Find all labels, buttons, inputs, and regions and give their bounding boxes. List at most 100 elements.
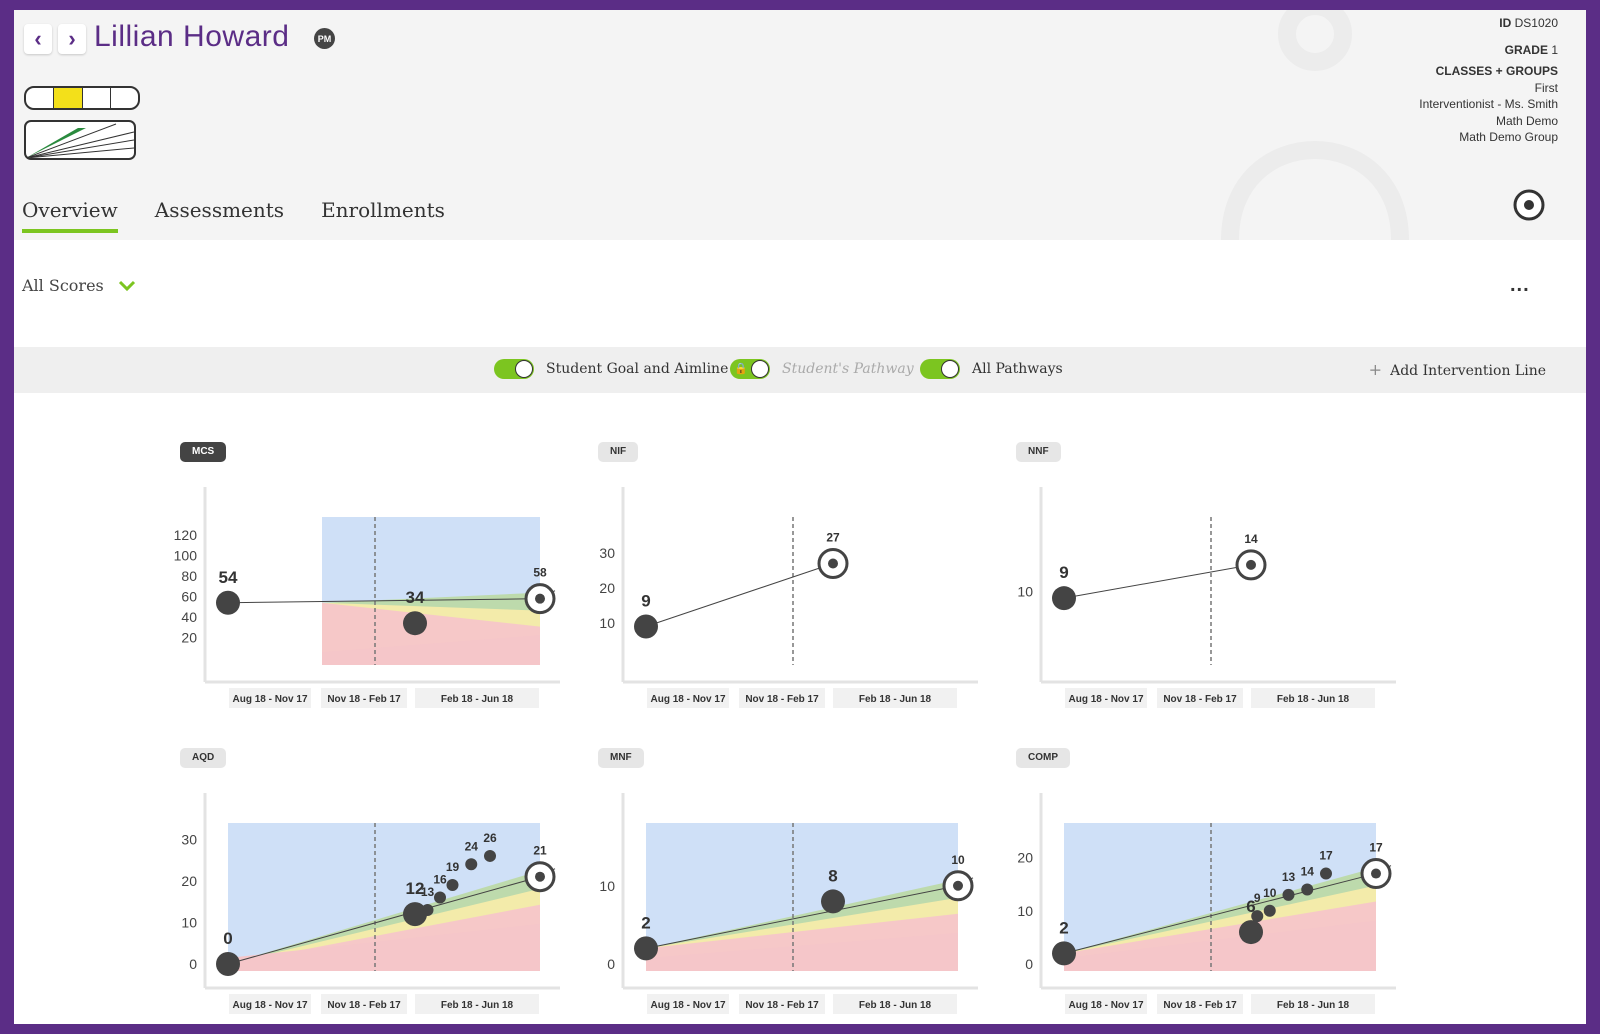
- tier-segment: [111, 88, 138, 108]
- y-tick-label: 20: [1017, 850, 1033, 866]
- tab-assessments[interactable]: Assessments: [154, 198, 285, 222]
- score-label: 14: [1301, 865, 1315, 879]
- score-label: 2: [641, 913, 650, 932]
- score-point: [1239, 920, 1263, 945]
- student-info: ID DS1020 GRADE 1 CLASSES + GROUPS First…: [1419, 15, 1558, 146]
- period-label-bg: [833, 688, 957, 708]
- score-label: 6: [1246, 897, 1255, 916]
- aimline: [645, 563, 834, 627]
- score-point: [1301, 883, 1314, 896]
- add-intervention-line-button[interactable]: + Add Intervention Line: [1369, 360, 1546, 379]
- y-tick-label: 10: [599, 615, 615, 631]
- chart-title-badge: NNF: [1016, 442, 1061, 462]
- add-intervention-label: Add Intervention Line: [1390, 363, 1546, 379]
- period-label-bg: [321, 688, 407, 708]
- y-tick-label: 0: [189, 956, 197, 972]
- y-tick-label: 20: [181, 630, 197, 646]
- pathway-band-red: [322, 635, 540, 665]
- score-label: 26: [483, 831, 497, 845]
- previous-student-button[interactable]: ‹: [24, 24, 52, 54]
- score-label: 34: [406, 588, 425, 607]
- period-label: Nov 18 - Feb 17: [327, 1000, 401, 1011]
- chart-title-badge: NIF: [598, 442, 639, 462]
- score-filter-label: All Scores: [22, 276, 104, 295]
- score-point: [446, 879, 459, 892]
- tier-segment: [54, 88, 83, 108]
- score-point: [216, 952, 240, 976]
- period-label: Feb 18 - Jun 18: [441, 694, 514, 705]
- y-tick-label: 40: [181, 609, 197, 625]
- toggle-label: Student's Pathway: [782, 361, 914, 377]
- score-point: [1052, 586, 1076, 611]
- score-point: [1320, 867, 1332, 880]
- toggle-all-pathways[interactable]: All Pathways: [920, 359, 1063, 379]
- chevron-left-icon: ‹: [34, 26, 42, 51]
- chart-title-badge: COMP: [1016, 748, 1070, 768]
- toggle-student-goal-aimline[interactable]: Student Goal and Aimline: [494, 359, 728, 379]
- aimline: [227, 876, 541, 965]
- score-point: [1052, 941, 1076, 966]
- student-header: ‹ › Lillian Howard PM ID DS1020 GRADE 1 …: [14, 10, 1586, 240]
- avatar-placeholder-icon: [1221, 10, 1409, 240]
- goal-label: 21: [533, 844, 547, 858]
- goal-label: 27: [826, 531, 840, 545]
- chart-toolbar: Student Goal and Aimline 🔒 Student's Pat…: [14, 347, 1586, 393]
- period-label-bg: [1157, 688, 1243, 708]
- aimline: [227, 598, 541, 604]
- next-student-button[interactable]: ›: [58, 24, 86, 54]
- score-point: [403, 611, 427, 636]
- goal-label: 17: [1369, 841, 1383, 855]
- y-tick-label: 20: [181, 873, 197, 889]
- aimline: [1063, 873, 1377, 954]
- chart-mcs: 20 40 60 80 100 120 Aug 18 - Nov 17 Nov 18 - Fe…: [174, 442, 590, 712]
- app-window: ‹ › Lillian Howard PM ID DS1020 GRADE 1 …: [14, 10, 1586, 1024]
- score-label: 13: [1282, 870, 1296, 884]
- y-tick-label: 10: [1017, 903, 1033, 919]
- score-point: [821, 889, 845, 914]
- y-tick-label: 80: [181, 568, 197, 584]
- score-label: 9: [641, 592, 650, 611]
- classes-groups-heading: CLASSES + GROUPS: [1435, 64, 1558, 78]
- chart-title-badge: AQD: [180, 748, 227, 768]
- score-label: 13: [421, 885, 435, 899]
- score-point: [216, 590, 240, 615]
- goal-target-dot: [535, 593, 545, 604]
- score-filter-dropdown[interactable]: All Scores: [22, 276, 136, 295]
- y-tick-label: 0: [1025, 956, 1033, 972]
- period-label: Aug 18 - Nov 17: [650, 1000, 725, 1011]
- period-label-bg: [739, 688, 825, 708]
- period-label: Aug 18 - Nov 17: [232, 694, 307, 705]
- period-label: Aug 18 - Nov 17: [232, 1000, 307, 1011]
- more-options-icon[interactable]: ...: [1510, 274, 1530, 296]
- goal-target-dot: [1371, 868, 1381, 879]
- toggle-students-pathway[interactable]: 🔒 Student's Pathway: [730, 359, 914, 379]
- toggle-switch: 🔒: [730, 359, 770, 379]
- progress-monitoring-badge: PM: [314, 28, 335, 49]
- score-point: [484, 849, 496, 862]
- score-label: 10: [1263, 886, 1277, 900]
- period-label-bg: [1065, 994, 1147, 1014]
- goal-target-icon[interactable]: [1512, 188, 1546, 222]
- score-label: 2: [1059, 918, 1068, 937]
- class-item: Math Demo Group: [1459, 130, 1558, 144]
- toggle-switch[interactable]: [920, 359, 960, 379]
- goal-target-dot: [953, 880, 963, 891]
- toggle-label: Student Goal and Aimline: [546, 361, 729, 377]
- period-label: Nov 18 - Feb 17: [745, 694, 819, 705]
- goal-target-dot: [828, 558, 838, 569]
- class-item: First: [1534, 80, 1558, 95]
- y-tick-label: 20: [599, 580, 615, 596]
- tab-overview[interactable]: Overview: [22, 198, 118, 233]
- toggle-switch[interactable]: [494, 359, 534, 379]
- goal-label: 58: [533, 566, 547, 580]
- period-label-bg: [415, 688, 539, 708]
- pathway-band-red: [228, 923, 540, 971]
- chart-nif: 10 20 30 Aug 18 - Nov 17 Nov 18 - Feb 17 Feb …: [598, 442, 1008, 712]
- tab-enrollments[interactable]: Enrollments: [321, 198, 445, 222]
- score-point: [434, 891, 446, 904]
- score-label: 8: [828, 866, 837, 885]
- student-grade: GRADE 1: [1504, 42, 1558, 57]
- score-label: 19: [446, 860, 460, 874]
- y-tick-label: 30: [599, 545, 615, 561]
- period-label-bg: [229, 994, 311, 1014]
